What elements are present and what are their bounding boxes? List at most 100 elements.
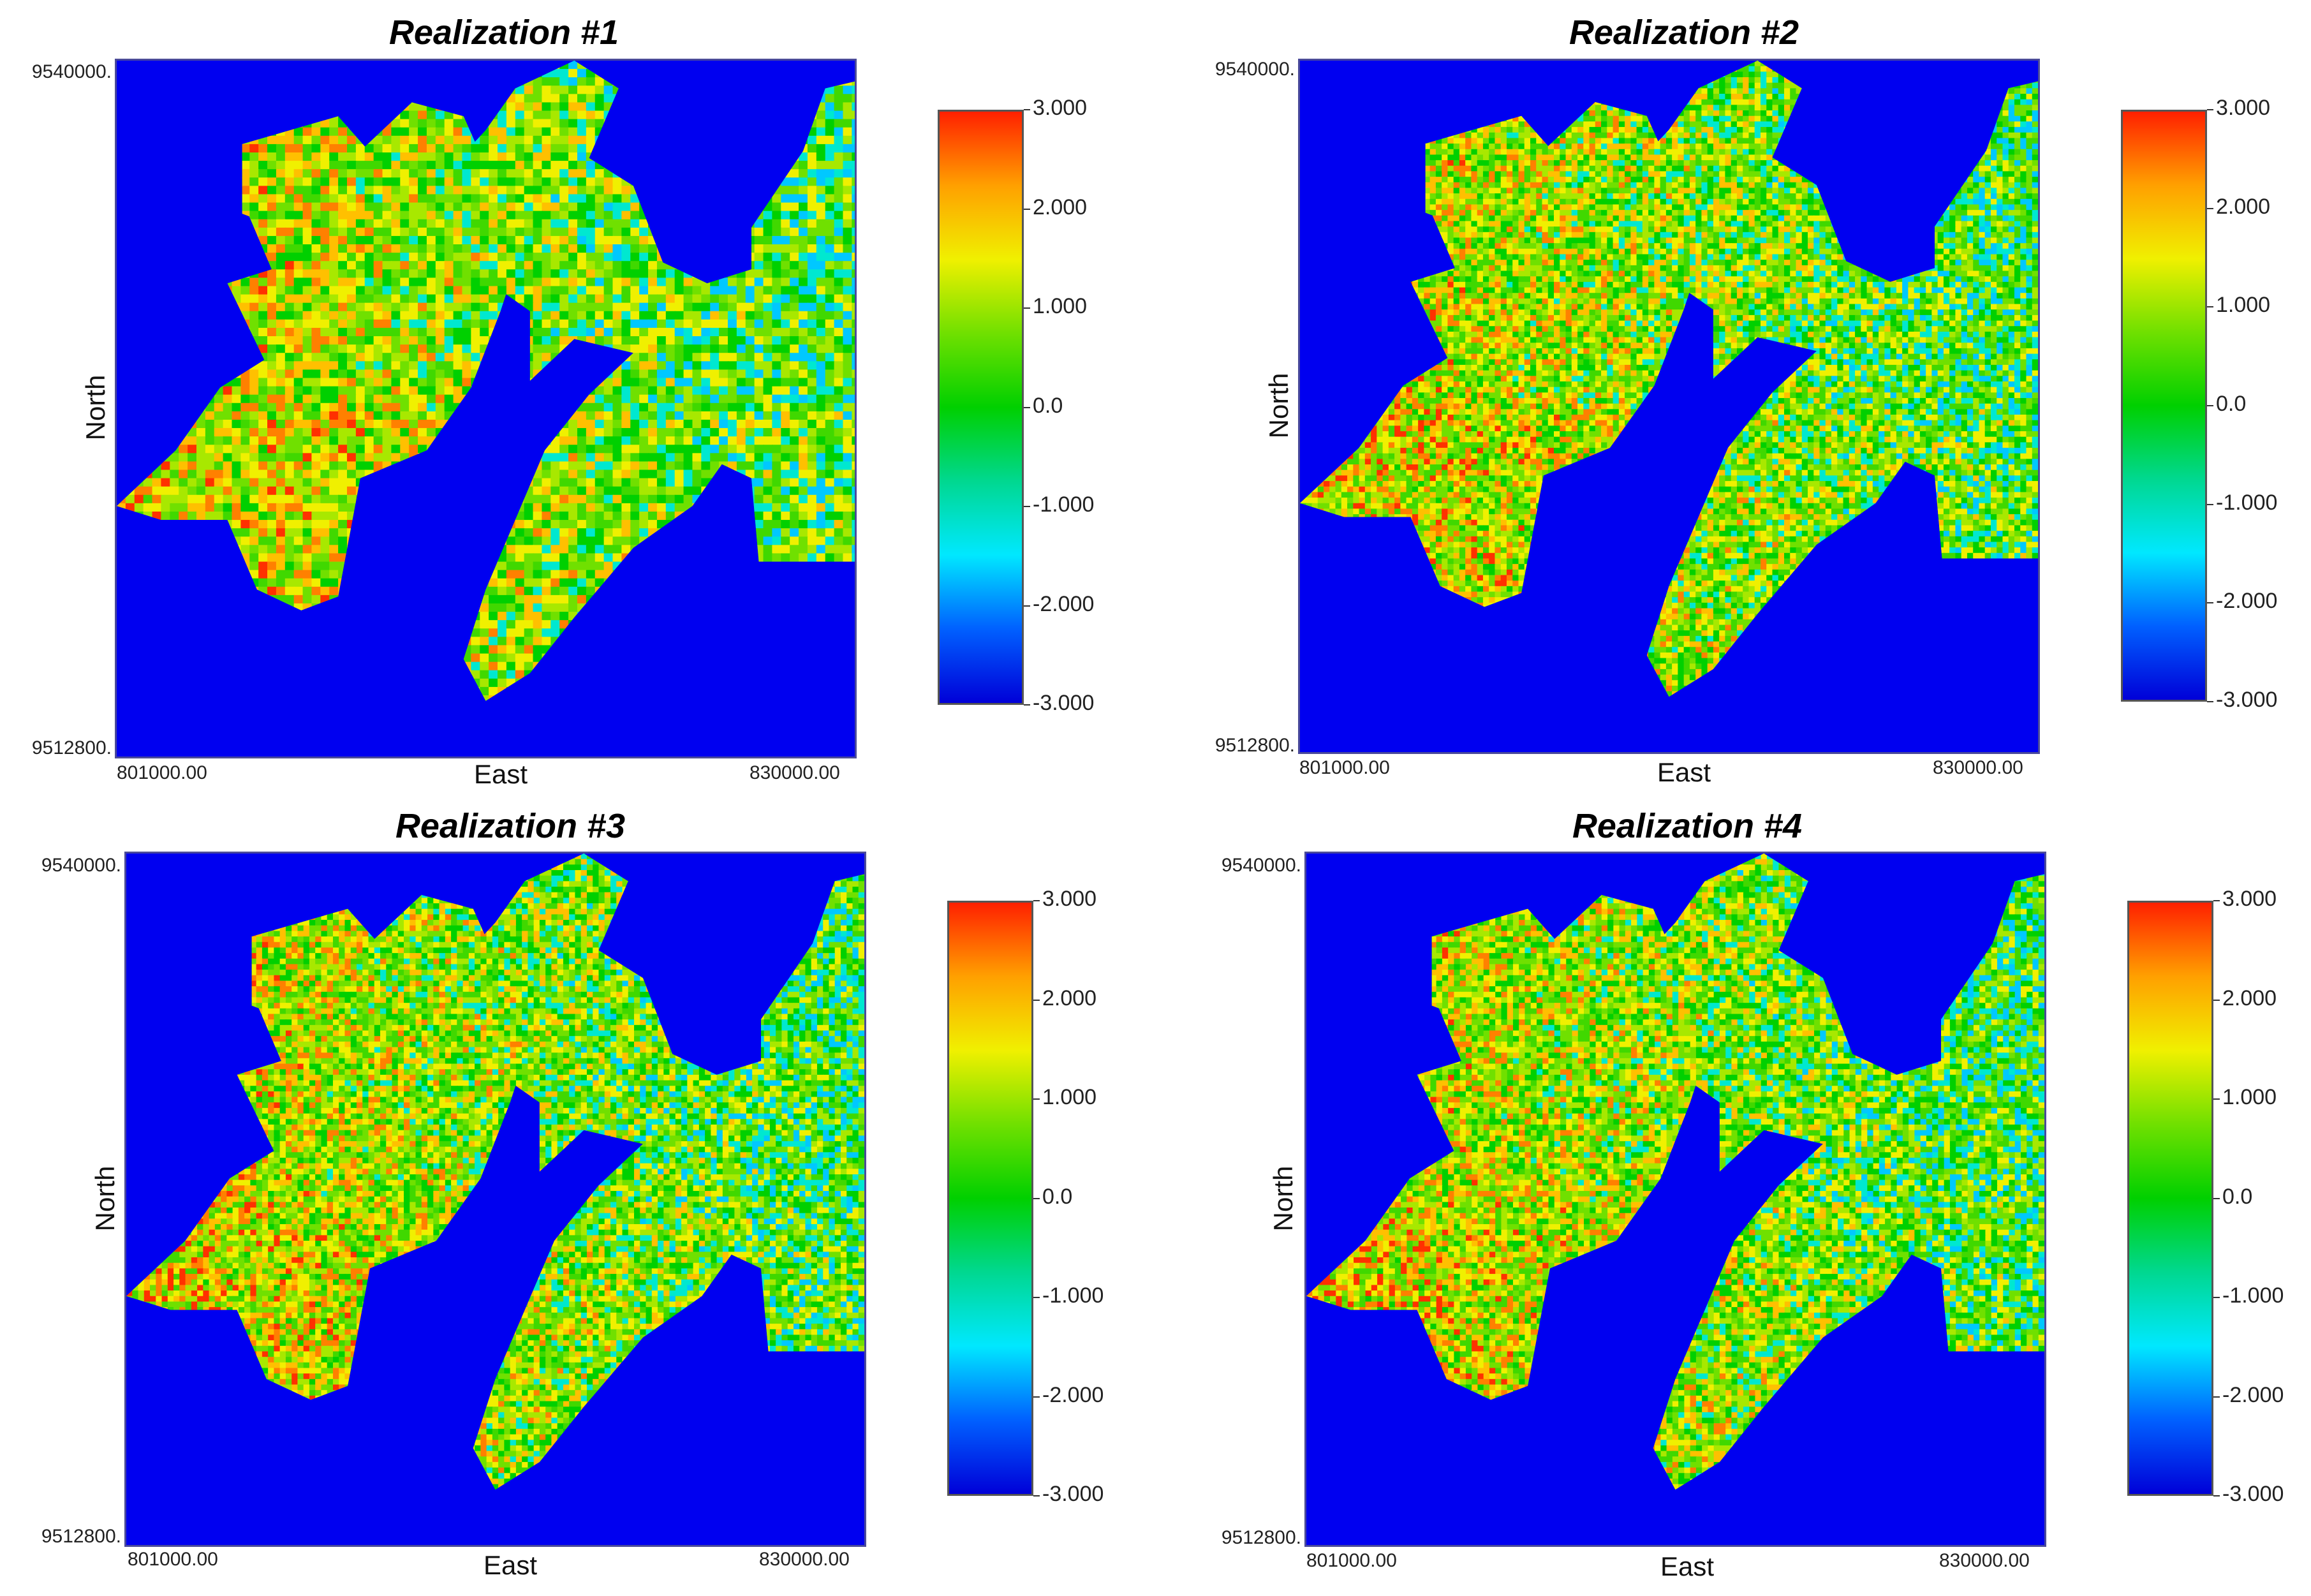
chart-title: Realization #1 [281, 13, 727, 52]
colorbar-tick-mark [1024, 406, 1030, 408]
colorbar-tick-mark [1033, 1197, 1040, 1199]
chart-title: Realization #2 [1461, 13, 1907, 52]
colorbar-tick-mark [1024, 109, 1030, 110]
colorbar-tick-label: 0.0 [1042, 1185, 1072, 1209]
x-tick-label-right: 830000.00 [1939, 1550, 2030, 1572]
colorbar-tick-label: 2.000 [1042, 986, 1096, 1011]
colorbar-tick-mark [1033, 1098, 1040, 1100]
x-tick-label-left: 801000.00 [1306, 1550, 1397, 1572]
colorbar-tick-mark [2213, 900, 2220, 901]
heatmap-plot-area [1304, 852, 2046, 1547]
x-tick-label-left: 801000.00 [117, 762, 207, 784]
colorbar-tick-mark [2207, 701, 2213, 702]
heatmap-plot-area [1298, 59, 2040, 754]
colorbar-tick-label: 0.0 [1033, 394, 1063, 418]
colorbar-tick-label: -1.000 [1033, 492, 1094, 517]
heatmap-svg [1300, 61, 2038, 697]
colorbar-tick-label: 2.000 [2222, 986, 2277, 1011]
x-tick-label-right: 830000.00 [749, 762, 840, 784]
colorbar [947, 901, 1033, 1496]
colorbar-tick-mark [1024, 605, 1030, 607]
colorbar-tick-mark [2207, 503, 2213, 505]
colorbar-tick-mark [1033, 1297, 1040, 1298]
colorbar-tick-mark [2207, 306, 2213, 308]
colorbar-tick-label: 1.000 [2216, 293, 2270, 318]
colorbar-tick-label: -2.000 [1042, 1383, 1104, 1408]
colorbar-tick-label: 3.000 [2222, 887, 2277, 912]
colorbar-tick-mark [1033, 900, 1040, 901]
colorbar-tick-label: -1.000 [2216, 491, 2277, 515]
colorbar-tick-mark [2207, 109, 2213, 110]
colorbar-tick-label: 1.000 [1033, 294, 1087, 319]
colorbar-tick-mark [1024, 307, 1030, 309]
heatmap-cells [1306, 853, 2044, 1490]
y-tick-label-bottom: 9512800. [6, 1526, 121, 1548]
colorbar-tick-mark [2213, 1495, 2220, 1496]
colorbar-tick-label: -1.000 [1042, 1283, 1104, 1308]
colorbar-tick-label: 2.000 [2216, 195, 2270, 219]
y-tick-label-top: 9540000. [0, 61, 112, 83]
colorbar-tick-label: -1.000 [2222, 1283, 2284, 1308]
heatmap-cells [1300, 61, 2038, 697]
colorbar-tick-label: 1.000 [1042, 1085, 1096, 1110]
colorbar-tick-label: -2.000 [2222, 1383, 2284, 1408]
chart-title: Realization #4 [1464, 806, 1910, 846]
colorbar-tick-label: -3.000 [1042, 1482, 1104, 1507]
colorbar-tick-label: -2.000 [1033, 592, 1094, 617]
colorbar-tick-label: -3.000 [1033, 691, 1094, 716]
colorbar-tick-mark [1024, 704, 1030, 706]
y-axis-label: North [1268, 1148, 1299, 1250]
y-tick-label-top: 9540000. [6, 855, 121, 876]
y-axis-label: North [80, 357, 111, 459]
y-tick-label-bottom: 9512800. [1183, 735, 1295, 757]
y-tick-label-bottom: 9512800. [1186, 1527, 1301, 1549]
y-tick-label-top: 9540000. [1183, 59, 1295, 80]
colorbar-tick-mark [2207, 405, 2213, 406]
colorbar-tick-mark [2213, 1297, 2220, 1298]
y-axis-label: North [90, 1148, 121, 1250]
x-axis-label: East [447, 1550, 574, 1581]
x-tick-label-right: 830000.00 [1933, 757, 2023, 779]
colorbar-tick-mark [1024, 506, 1030, 507]
colorbar-tick-mark [1033, 999, 1040, 1001]
colorbar-tick-mark [1024, 208, 1030, 210]
y-axis-label: North [1264, 355, 1294, 457]
colorbar [2121, 110, 2207, 702]
heatmap-svg [126, 853, 864, 1490]
x-axis-label: East [1623, 1551, 1751, 1582]
colorbar-tick-label: 1.000 [2222, 1085, 2277, 1110]
colorbar [2127, 901, 2213, 1496]
x-tick-label-left: 801000.00 [128, 1549, 218, 1570]
colorbar-tick-label: -3.000 [2222, 1482, 2284, 1507]
colorbar-tick-mark [2207, 602, 2213, 604]
x-tick-label-right: 830000.00 [759, 1549, 850, 1570]
heatmap-svg [1306, 853, 2044, 1490]
colorbar-tick-mark [1033, 1396, 1040, 1398]
heatmap-cells [117, 61, 855, 701]
colorbar [938, 110, 1024, 705]
colorbar-tick-mark [2213, 1396, 2220, 1398]
heatmap-plot-area [115, 59, 857, 758]
colorbar-tick-mark [2213, 999, 2220, 1001]
colorbar-tick-mark [2213, 1197, 2220, 1199]
x-axis-label: East [1620, 757, 1748, 788]
x-axis-label: East [437, 759, 565, 790]
heatmap-svg [117, 61, 855, 701]
heatmap-cells [126, 853, 864, 1490]
y-tick-label-bottom: 9512800. [0, 737, 112, 759]
chart-title: Realization #3 [287, 806, 734, 846]
colorbar-tick-label: 0.0 [2216, 392, 2246, 417]
colorbar-tick-label: 3.000 [1042, 887, 1096, 912]
colorbar-tick-mark [1033, 1495, 1040, 1496]
colorbar-tick-label: -3.000 [2216, 688, 2277, 713]
colorbar-tick-mark [2207, 207, 2213, 209]
x-tick-label-left: 801000.00 [1299, 757, 1390, 779]
colorbar-tick-label: -2.000 [2216, 589, 2277, 614]
colorbar-tick-label: 3.000 [2216, 96, 2270, 121]
colorbar-tick-label: 0.0 [2222, 1185, 2252, 1209]
heatmap-plot-area [124, 852, 866, 1547]
colorbar-tick-mark [2213, 1098, 2220, 1100]
colorbar-tick-label: 3.000 [1033, 96, 1087, 121]
colorbar-tick-label: 2.000 [1033, 195, 1087, 220]
y-tick-label-top: 9540000. [1186, 855, 1301, 876]
